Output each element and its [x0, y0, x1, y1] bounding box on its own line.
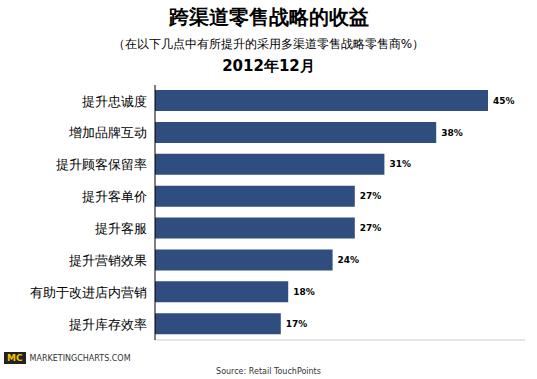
- html-text:MARKETINGCHARTS.COM: MARKETINGCHARTS.COM: [29, 353, 131, 363]
- svg-text:增加品牌互动: 增加品牌互动: [68, 125, 147, 140]
- svg-text:24%: 24%: [338, 255, 360, 265]
- svg-text:提升库存效率: 提升库存效率: [69, 317, 147, 332]
- svg-text:提升客服: 提升客服: [95, 221, 147, 236]
- svg-text:45%: 45%: [493, 96, 515, 106]
- html-text:2012年12月: 2012年12月: [222, 57, 315, 75]
- svg-text:提升顾客保留率: 提升顾客保留率: [56, 157, 147, 172]
- svg-text:提升忠诚度: 提升忠诚度: [82, 94, 147, 109]
- html-text:跨渠道零售战略的收益: 跨渠道零售战略的收益: [168, 5, 369, 29]
- html-text:（在以下几点中有所提升的采用多渠道零售战略零售商%）: （在以下几点中有所提升的采用多渠道零售战略零售商%）: [112, 37, 425, 51]
- svg-text:提升客单价: 提升客单价: [82, 189, 147, 204]
- html-text:MC: MC: [7, 353, 23, 363]
- html-text:Source: Retail TouchPoints: Source: Retail TouchPoints: [216, 367, 321, 376]
- svg-text:提升营销效果: 提升营销效果: [69, 253, 147, 268]
- svg-text:有助于改进店内营销: 有助于改进店内营销: [30, 285, 147, 300]
- svg-text:27%: 27%: [360, 223, 382, 233]
- svg-text:38%: 38%: [441, 128, 463, 138]
- svg-text:17%: 17%: [286, 319, 308, 329]
- svg-text:27%: 27%: [360, 191, 382, 201]
- svg-text:31%: 31%: [389, 159, 411, 169]
- svg-text:18%: 18%: [293, 287, 315, 297]
